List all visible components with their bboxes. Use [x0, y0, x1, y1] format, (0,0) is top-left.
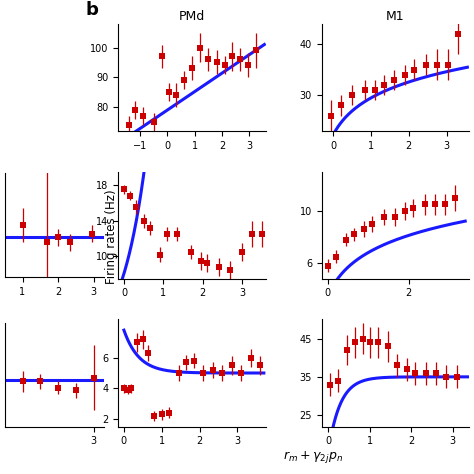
Text: $r_m + \gamma_{2j} p_n$: $r_m + \gamma_{2j} p_n$	[283, 448, 343, 465]
Title: M1: M1	[386, 9, 405, 23]
Text: Firing rates (Hz): Firing rates (Hz)	[105, 190, 118, 284]
Text: b: b	[85, 1, 98, 19]
Title: PMd: PMd	[179, 9, 205, 23]
